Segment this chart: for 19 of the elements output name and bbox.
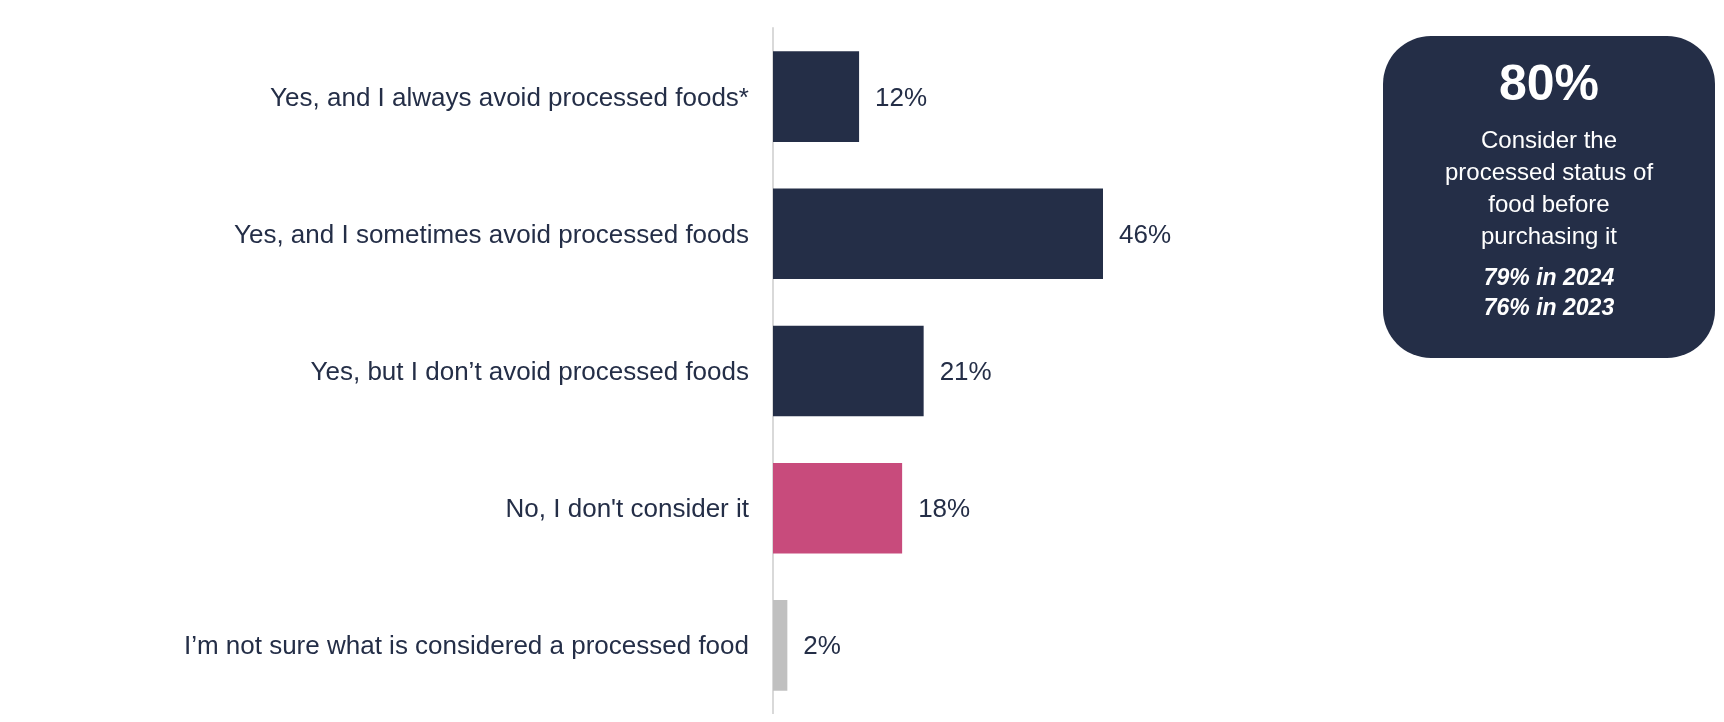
data-label: 46% [1119, 218, 1172, 249]
y-tick-label: No, I don't consider it [505, 493, 750, 524]
bar [773, 600, 788, 691]
bar [773, 188, 1103, 280]
y-tick-label: Yes, but I don’t avoid processed foods [310, 356, 749, 386]
data-label: 2% [803, 630, 841, 661]
y-tick-label: I’m not sure what is considered a processed food [183, 630, 749, 661]
text: 76% in 2023 [1482, 293, 1616, 322]
bar [773, 325, 924, 417]
text: 80% [1497, 54, 1601, 112]
data-label: 12% [875, 81, 928, 112]
y-tick-label: Yes, and I always avoid processed foods* [270, 81, 749, 112]
data-label: 18% [918, 493, 971, 524]
data-label: 21% [939, 356, 992, 386]
text: Consider the processed status of food before purchasing it [1443, 125, 1655, 251]
bar [773, 51, 860, 142]
text: 79% in 2024 [1482, 263, 1616, 292]
bar [773, 462, 903, 554]
y-tick-label: Yes, and I sometimes avoid processed foods [234, 218, 749, 249]
